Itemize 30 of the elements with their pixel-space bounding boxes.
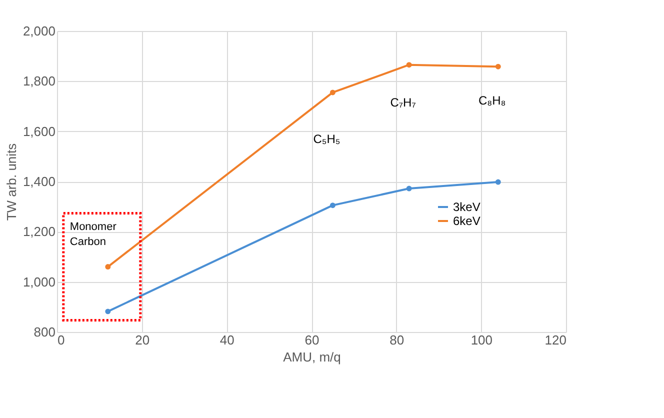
x-tick-label: 40 xyxy=(220,332,234,348)
legend-label: 6keV xyxy=(453,214,480,228)
point xyxy=(330,202,336,208)
point xyxy=(406,62,412,68)
annotation: C₈H₈ xyxy=(478,93,506,108)
x-tick-label: 100 xyxy=(470,332,493,348)
point xyxy=(105,308,111,314)
annotation: C₇H₇ xyxy=(390,96,416,110)
x-axis-title: AMU, m/q xyxy=(283,350,341,364)
point xyxy=(406,186,412,192)
legend-label: 3keV xyxy=(453,200,480,214)
y-axis-title: TW arb. units xyxy=(4,142,19,221)
y-tick-label: 1,200 xyxy=(22,224,56,240)
annotation: C₅H₅ xyxy=(313,132,340,146)
y-tick-label: 800 xyxy=(34,324,56,340)
x-tick-label: 20 xyxy=(135,332,150,348)
x-tick-label: 80 xyxy=(390,332,404,348)
y-tick-label: 2,000 xyxy=(22,24,56,38)
point xyxy=(330,90,336,96)
point xyxy=(105,264,111,270)
y-tick-label: 1,400 xyxy=(22,174,56,189)
x-tick-label: 60 xyxy=(304,332,320,348)
point xyxy=(495,64,501,70)
y-tick-label: 1,000 xyxy=(22,274,56,290)
annotation: Monomer Carbon xyxy=(70,220,117,248)
x-tick-label: 0 xyxy=(58,332,65,348)
x-tick-label: 120 xyxy=(544,332,566,348)
y-tick-label: 1,600 xyxy=(22,124,56,139)
y-tick-label: 1,800 xyxy=(22,74,56,89)
point xyxy=(495,179,501,185)
